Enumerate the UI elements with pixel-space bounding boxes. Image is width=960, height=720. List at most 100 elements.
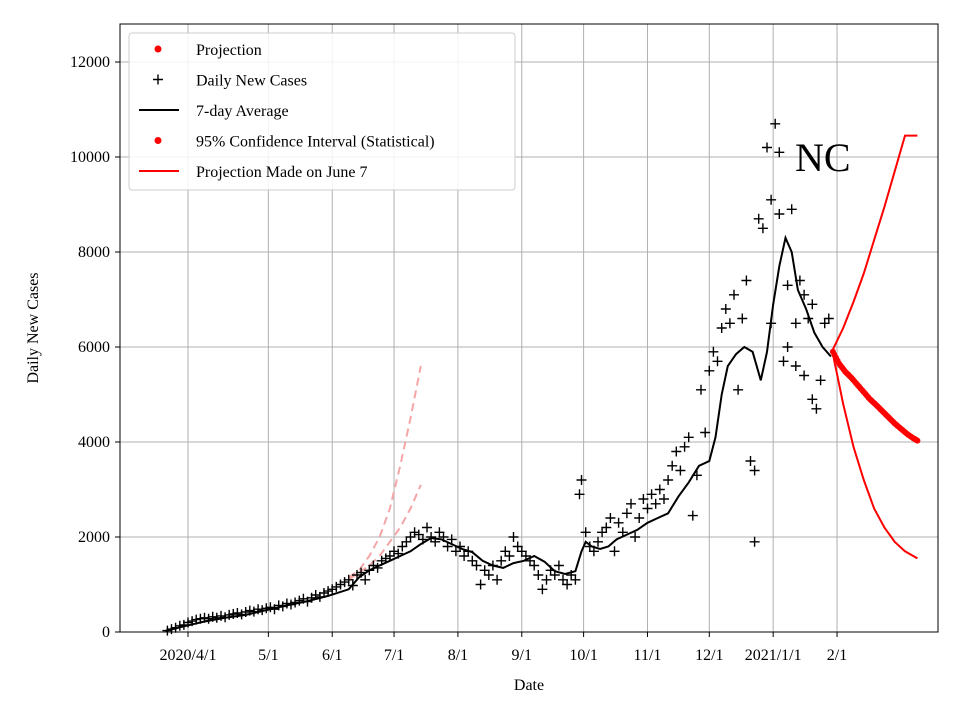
daily-case-point (762, 142, 772, 153)
daily-case-point (492, 574, 503, 585)
daily-case-point (745, 456, 756, 466)
ci-upper-line (831, 134, 918, 350)
daily-case-point (508, 532, 519, 542)
daily-case-point (360, 574, 371, 585)
daily-case-point (613, 517, 624, 528)
daily-case-point (558, 574, 568, 585)
daily-case-point (253, 604, 264, 615)
x-tick-label: 9/1 (512, 647, 532, 664)
daily-case-point (799, 289, 810, 300)
daily-case-point (442, 541, 453, 552)
daily-case-point (430, 536, 441, 547)
legend-label: Projection Made on June 7 (196, 164, 368, 181)
daily-case-point (782, 342, 793, 352)
daily-case-point (178, 619, 189, 630)
x-axis-ticks: 2020/4/1 5/1 6/1 7/1 8/1 9/1 10/1 11/1 12/1 2021/… (160, 632, 847, 664)
daily-case-point (405, 532, 416, 542)
daily-case-point (562, 579, 573, 590)
daily-case-point (352, 570, 362, 580)
daily-case-point (679, 441, 690, 452)
daily-case-point (525, 555, 535, 566)
y-tick-label: 12000 (70, 54, 110, 71)
daily-case-point (467, 555, 478, 566)
daily-case-point (331, 581, 342, 592)
daily-case-point (483, 570, 494, 580)
y-tick-label: 0 (102, 624, 110, 641)
daily-case-point (500, 546, 511, 557)
daily-case-point (630, 532, 641, 542)
daily-case-point (576, 475, 587, 485)
y-tick-label: 10000 (70, 149, 110, 166)
daily-case-point (232, 608, 243, 618)
daily-case-point (327, 584, 338, 595)
daily-case-point (376, 555, 387, 566)
daily-case-point (537, 584, 548, 595)
daily-case-point (224, 609, 235, 620)
daily-case-point (335, 579, 346, 590)
daily-case-point (794, 275, 805, 286)
daily-case-point (183, 617, 193, 628)
daily-case-point (339, 577, 350, 588)
daily-case-point (696, 384, 706, 395)
daily-case-point (799, 370, 810, 381)
daily-case-point (384, 551, 395, 561)
daily-case-point (663, 475, 674, 485)
daily-case-point (319, 588, 329, 598)
daily-case-point (584, 541, 595, 552)
x-tick-label: 6/1 (322, 647, 342, 664)
state-label: NC (795, 135, 851, 180)
daily-case-point (782, 280, 793, 291)
x-tick-label: 7/1 (384, 647, 404, 664)
daily-case-point (244, 605, 255, 616)
daily-case-point (774, 147, 785, 158)
daily-case-point (248, 606, 259, 617)
daily-case-point (364, 565, 375, 576)
legend-label: 95% Confidence Interval (Statistical) (196, 134, 435, 151)
legend: Projection Daily New Cases 7-day Average 95… (128, 32, 516, 191)
daily-case-point (294, 595, 305, 606)
daily-case-point (187, 616, 198, 627)
daily-case-point (749, 465, 760, 476)
daily-case-point (170, 622, 181, 633)
daily-case-point (720, 304, 731, 314)
x-tick-label: 2021/1/1 (745, 647, 802, 664)
daily-case-point (397, 541, 408, 552)
daily-case-point (199, 612, 210, 623)
y-tick-label: 8000 (78, 244, 110, 261)
daily-case-point (389, 546, 399, 557)
daily-case-point (162, 625, 173, 636)
daily-case-point (479, 565, 490, 576)
ci-lower-line (831, 353, 918, 560)
daily-case-point (646, 489, 657, 500)
daily-case-point (778, 356, 789, 367)
daily-case-point (541, 574, 552, 585)
daily-case-point (516, 546, 527, 557)
daily-case-point (700, 427, 711, 438)
daily-case-point (290, 597, 301, 608)
daily-case-point (650, 498, 661, 509)
daily-case-point (265, 602, 276, 613)
seven-day-average-layer (165, 234, 832, 632)
daily-case-point (191, 614, 202, 625)
daily-case-point (671, 446, 682, 457)
legend-label: 7-day Average (196, 103, 289, 120)
daily-case-point (724, 318, 735, 329)
daily-case-point (667, 460, 678, 471)
daily-case-point (597, 527, 608, 538)
daily-case-point (807, 299, 818, 310)
daily-case-point (815, 375, 826, 386)
legend-label: Daily New Cases (196, 73, 307, 90)
x-axis-label: Date (514, 677, 544, 694)
daily-case-point (512, 541, 523, 552)
daily-case-point (819, 318, 830, 329)
daily-case-point (446, 534, 457, 545)
daily-case-point (737, 313, 748, 324)
daily-case-point (766, 318, 777, 329)
projection-point (914, 437, 921, 444)
daily-case-point (174, 620, 185, 631)
daily-case-point (786, 204, 797, 215)
daily-case-point (687, 510, 698, 521)
daily-case-point (574, 489, 585, 500)
daily-case-point (811, 403, 822, 414)
daily-case-point (356, 567, 367, 578)
